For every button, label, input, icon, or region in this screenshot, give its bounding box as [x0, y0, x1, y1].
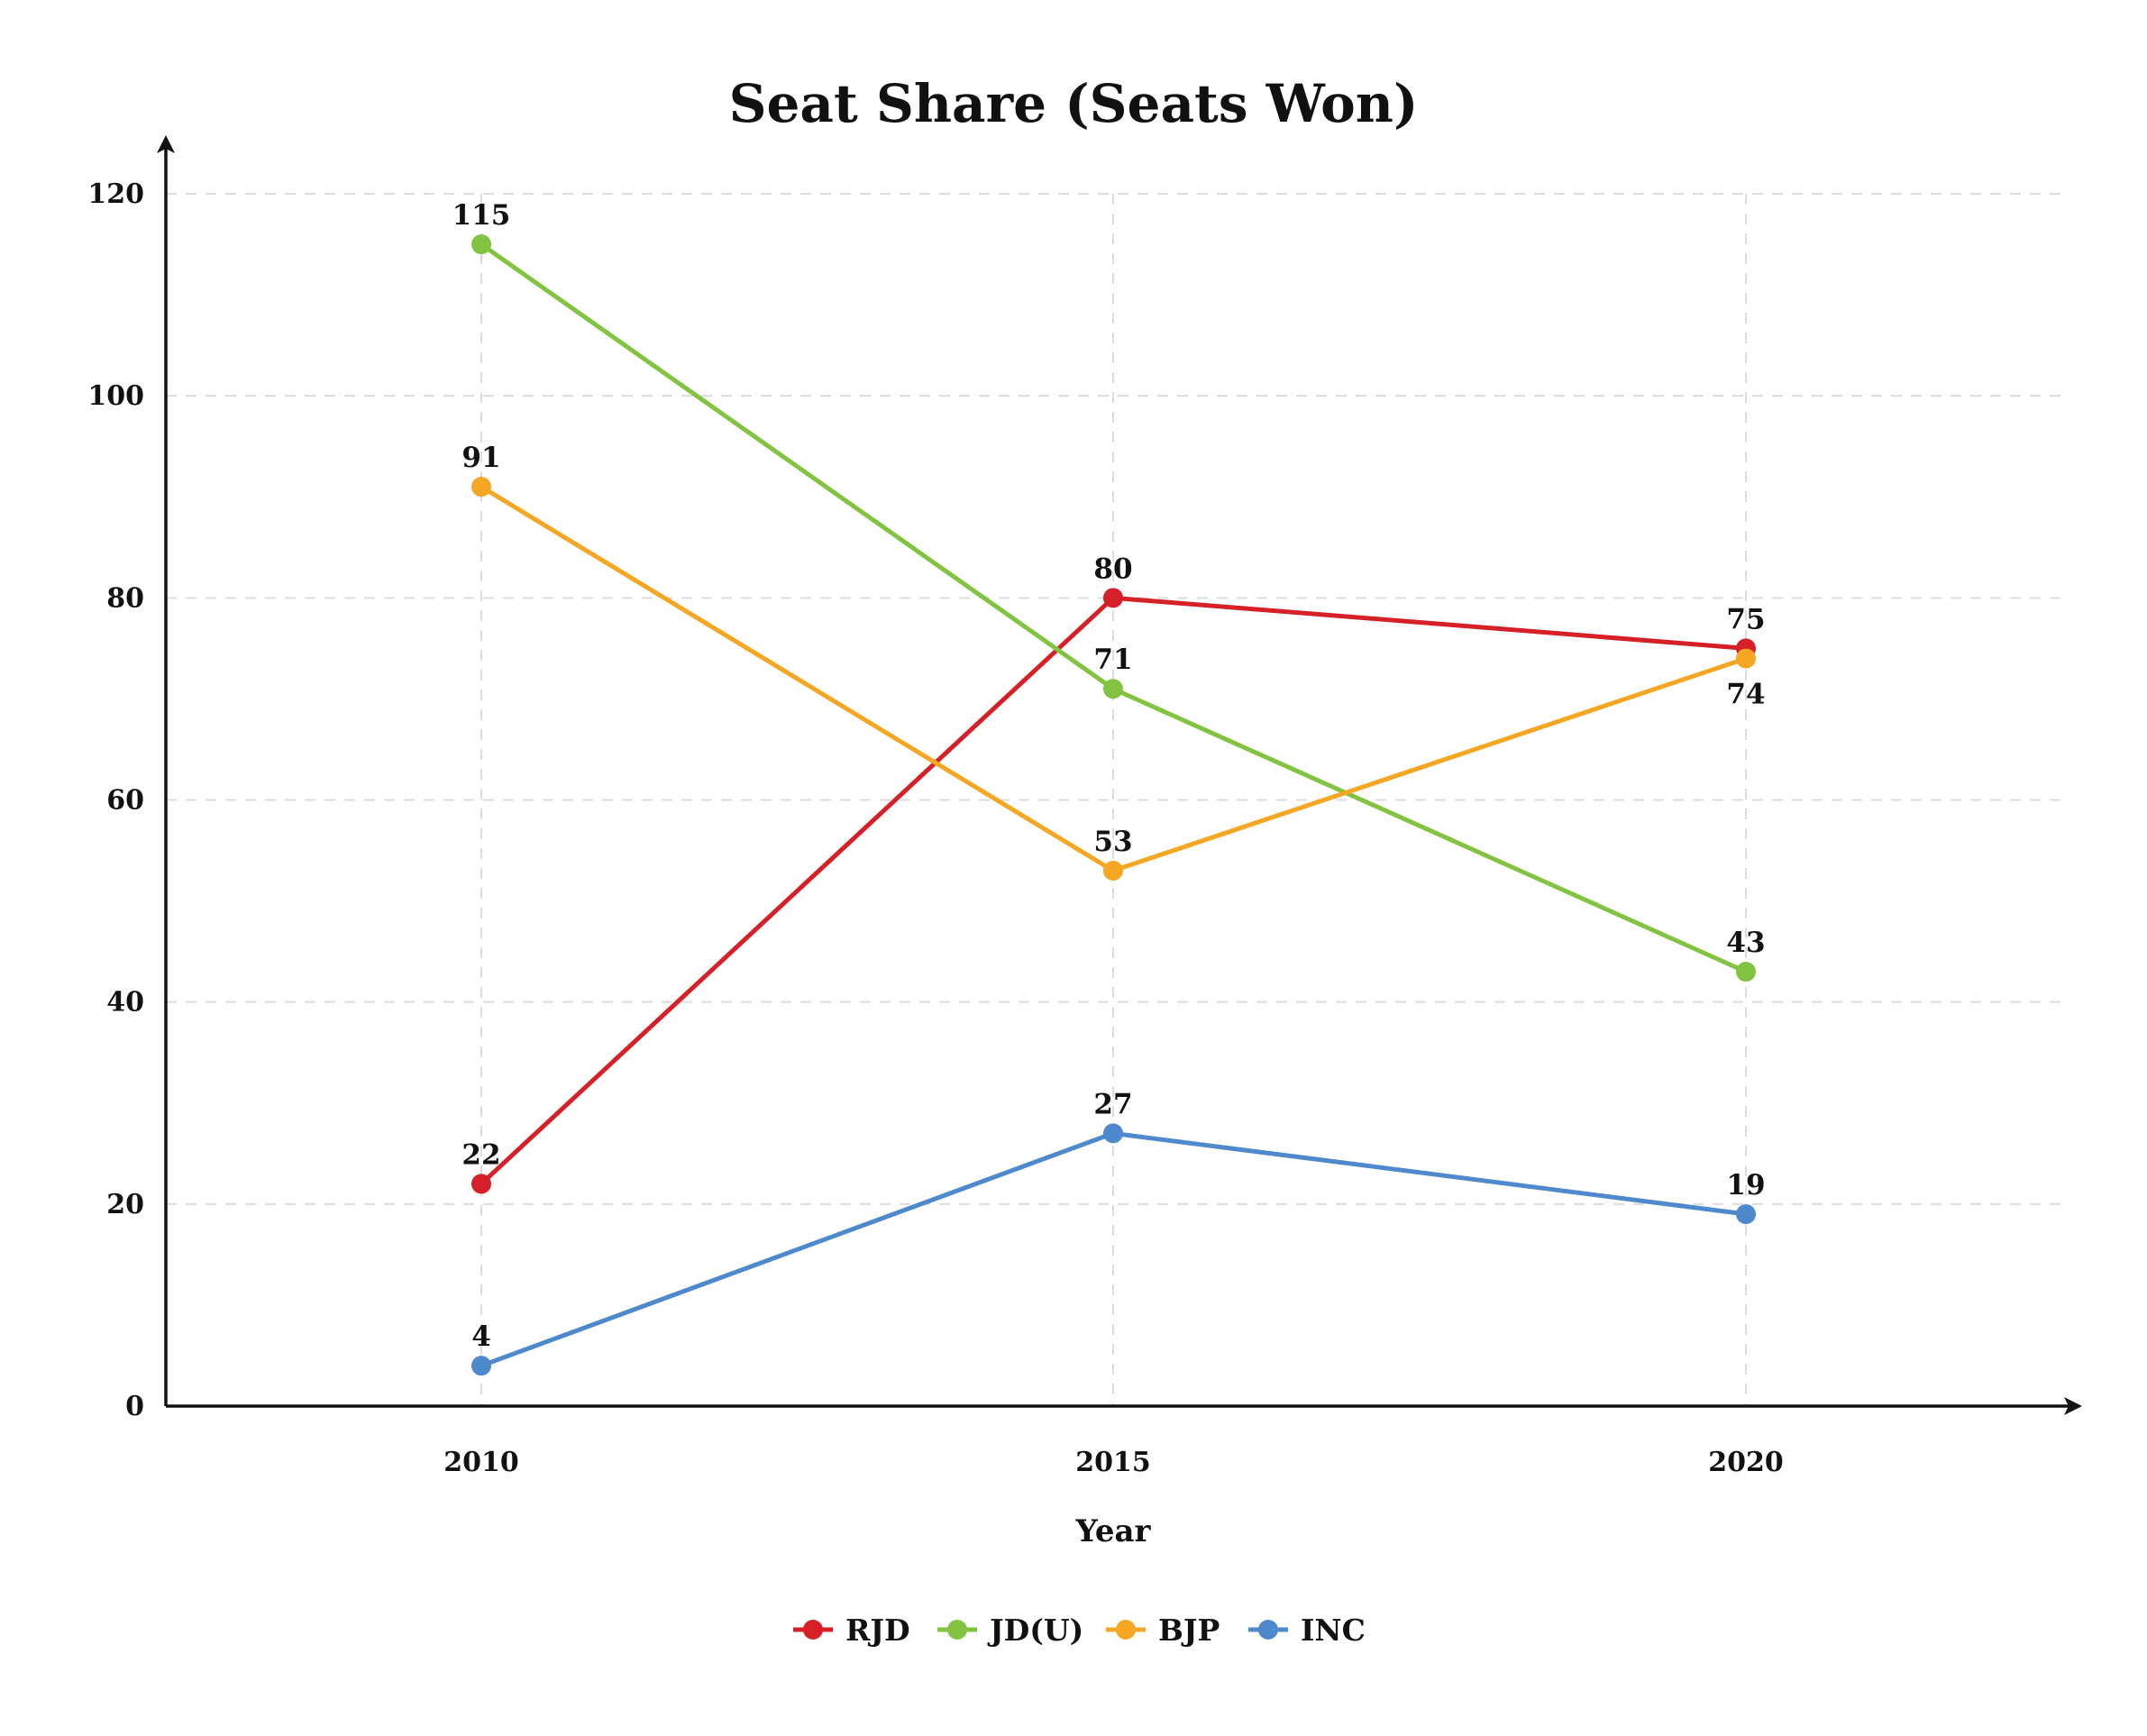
legend-marker	[1116, 1620, 1136, 1640]
chart-title: Seat Share (Seats Won)	[729, 73, 1419, 134]
data-point	[1103, 679, 1123, 699]
data-point	[1736, 962, 1756, 982]
data-point	[471, 1356, 491, 1376]
data-label: 53	[1093, 826, 1132, 858]
x-tick-labels: 2010 2015 2020	[443, 1447, 1784, 1478]
data-point	[471, 1174, 491, 1194]
legend: RJD JD(U) BJP INC	[793, 1613, 1366, 1648]
data-point	[471, 234, 491, 255]
data-point	[1736, 1204, 1756, 1225]
x-tick-label: 2010	[443, 1447, 519, 1478]
series-lines	[471, 234, 1756, 1376]
x-tick-label: 2015	[1075, 1447, 1151, 1478]
data-labels: 22 80 75 115 71 43 91 53 74 4 27 19	[452, 199, 1766, 1353]
data-label: 115	[452, 199, 511, 232]
legend-marker	[947, 1620, 967, 1640]
y-tick-label: 40	[106, 987, 144, 1019]
data-label: 75	[1726, 603, 1765, 635]
y-tick-label: 20	[106, 1189, 144, 1220]
data-label: 74	[1726, 679, 1765, 711]
y-tick-label: 120	[87, 178, 144, 210]
data-point	[471, 477, 491, 498]
legend-label: RJD	[845, 1613, 910, 1648]
y-tick-label: 100	[87, 380, 144, 412]
data-label: 80	[1093, 553, 1132, 585]
grid-lines	[166, 193, 2064, 1406]
y-tick-label: 0	[125, 1391, 144, 1422]
legend-marker	[803, 1620, 823, 1640]
data-point	[1736, 648, 1756, 669]
data-point	[1103, 1123, 1123, 1144]
data-label: 22	[461, 1138, 500, 1171]
legend-label: INC	[1301, 1613, 1366, 1648]
legend-label: BJP	[1158, 1613, 1220, 1648]
data-point	[1103, 860, 1123, 881]
data-label: 71	[1093, 644, 1132, 676]
legend-marker	[1258, 1620, 1278, 1640]
data-label: 43	[1726, 927, 1765, 959]
data-label: 19	[1726, 1169, 1765, 1201]
data-label: 27	[1093, 1088, 1132, 1120]
data-label: 91	[461, 442, 500, 474]
legend-label: JD(U)	[987, 1613, 1083, 1648]
y-tick-label: 80	[106, 582, 144, 614]
data-point	[1103, 588, 1123, 608]
data-label: 4	[471, 1320, 491, 1353]
y-tick-labels: 0 20 40 60 80 100 120	[87, 178, 144, 1422]
y-tick-label: 60	[106, 785, 144, 817]
x-tick-label: 2020	[1708, 1447, 1784, 1478]
x-axis-label: Year	[1075, 1513, 1152, 1549]
